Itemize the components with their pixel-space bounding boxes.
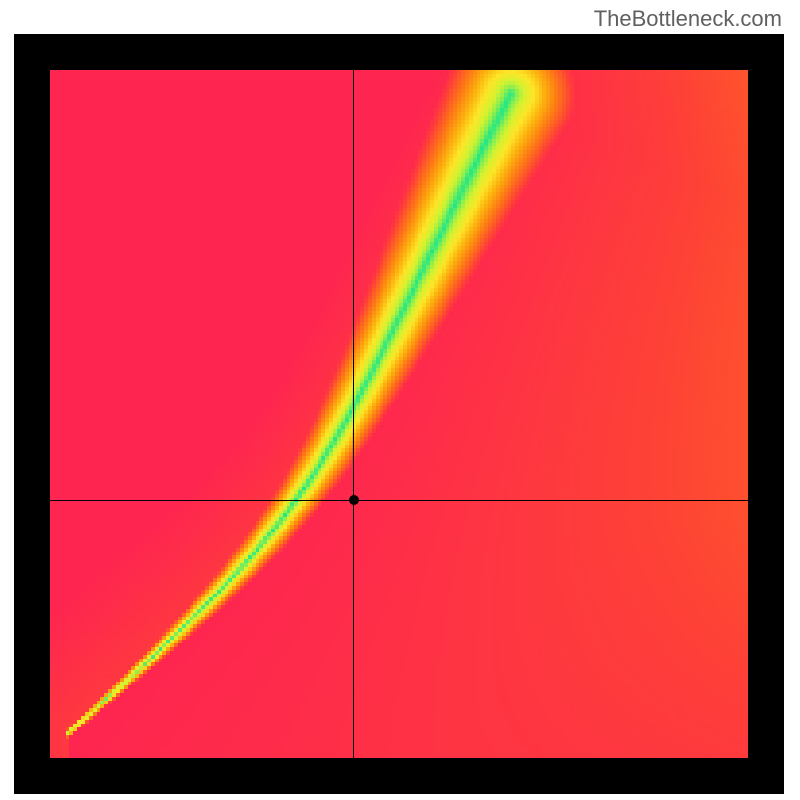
crosshair-horizontal [50,500,748,501]
attribution-text: TheBottleneck.com [594,6,782,32]
crosshair-vertical [353,70,354,758]
chart-container: TheBottleneck.com [0,0,800,800]
crosshair-dot [349,495,359,505]
heatmap-canvas [50,70,748,758]
